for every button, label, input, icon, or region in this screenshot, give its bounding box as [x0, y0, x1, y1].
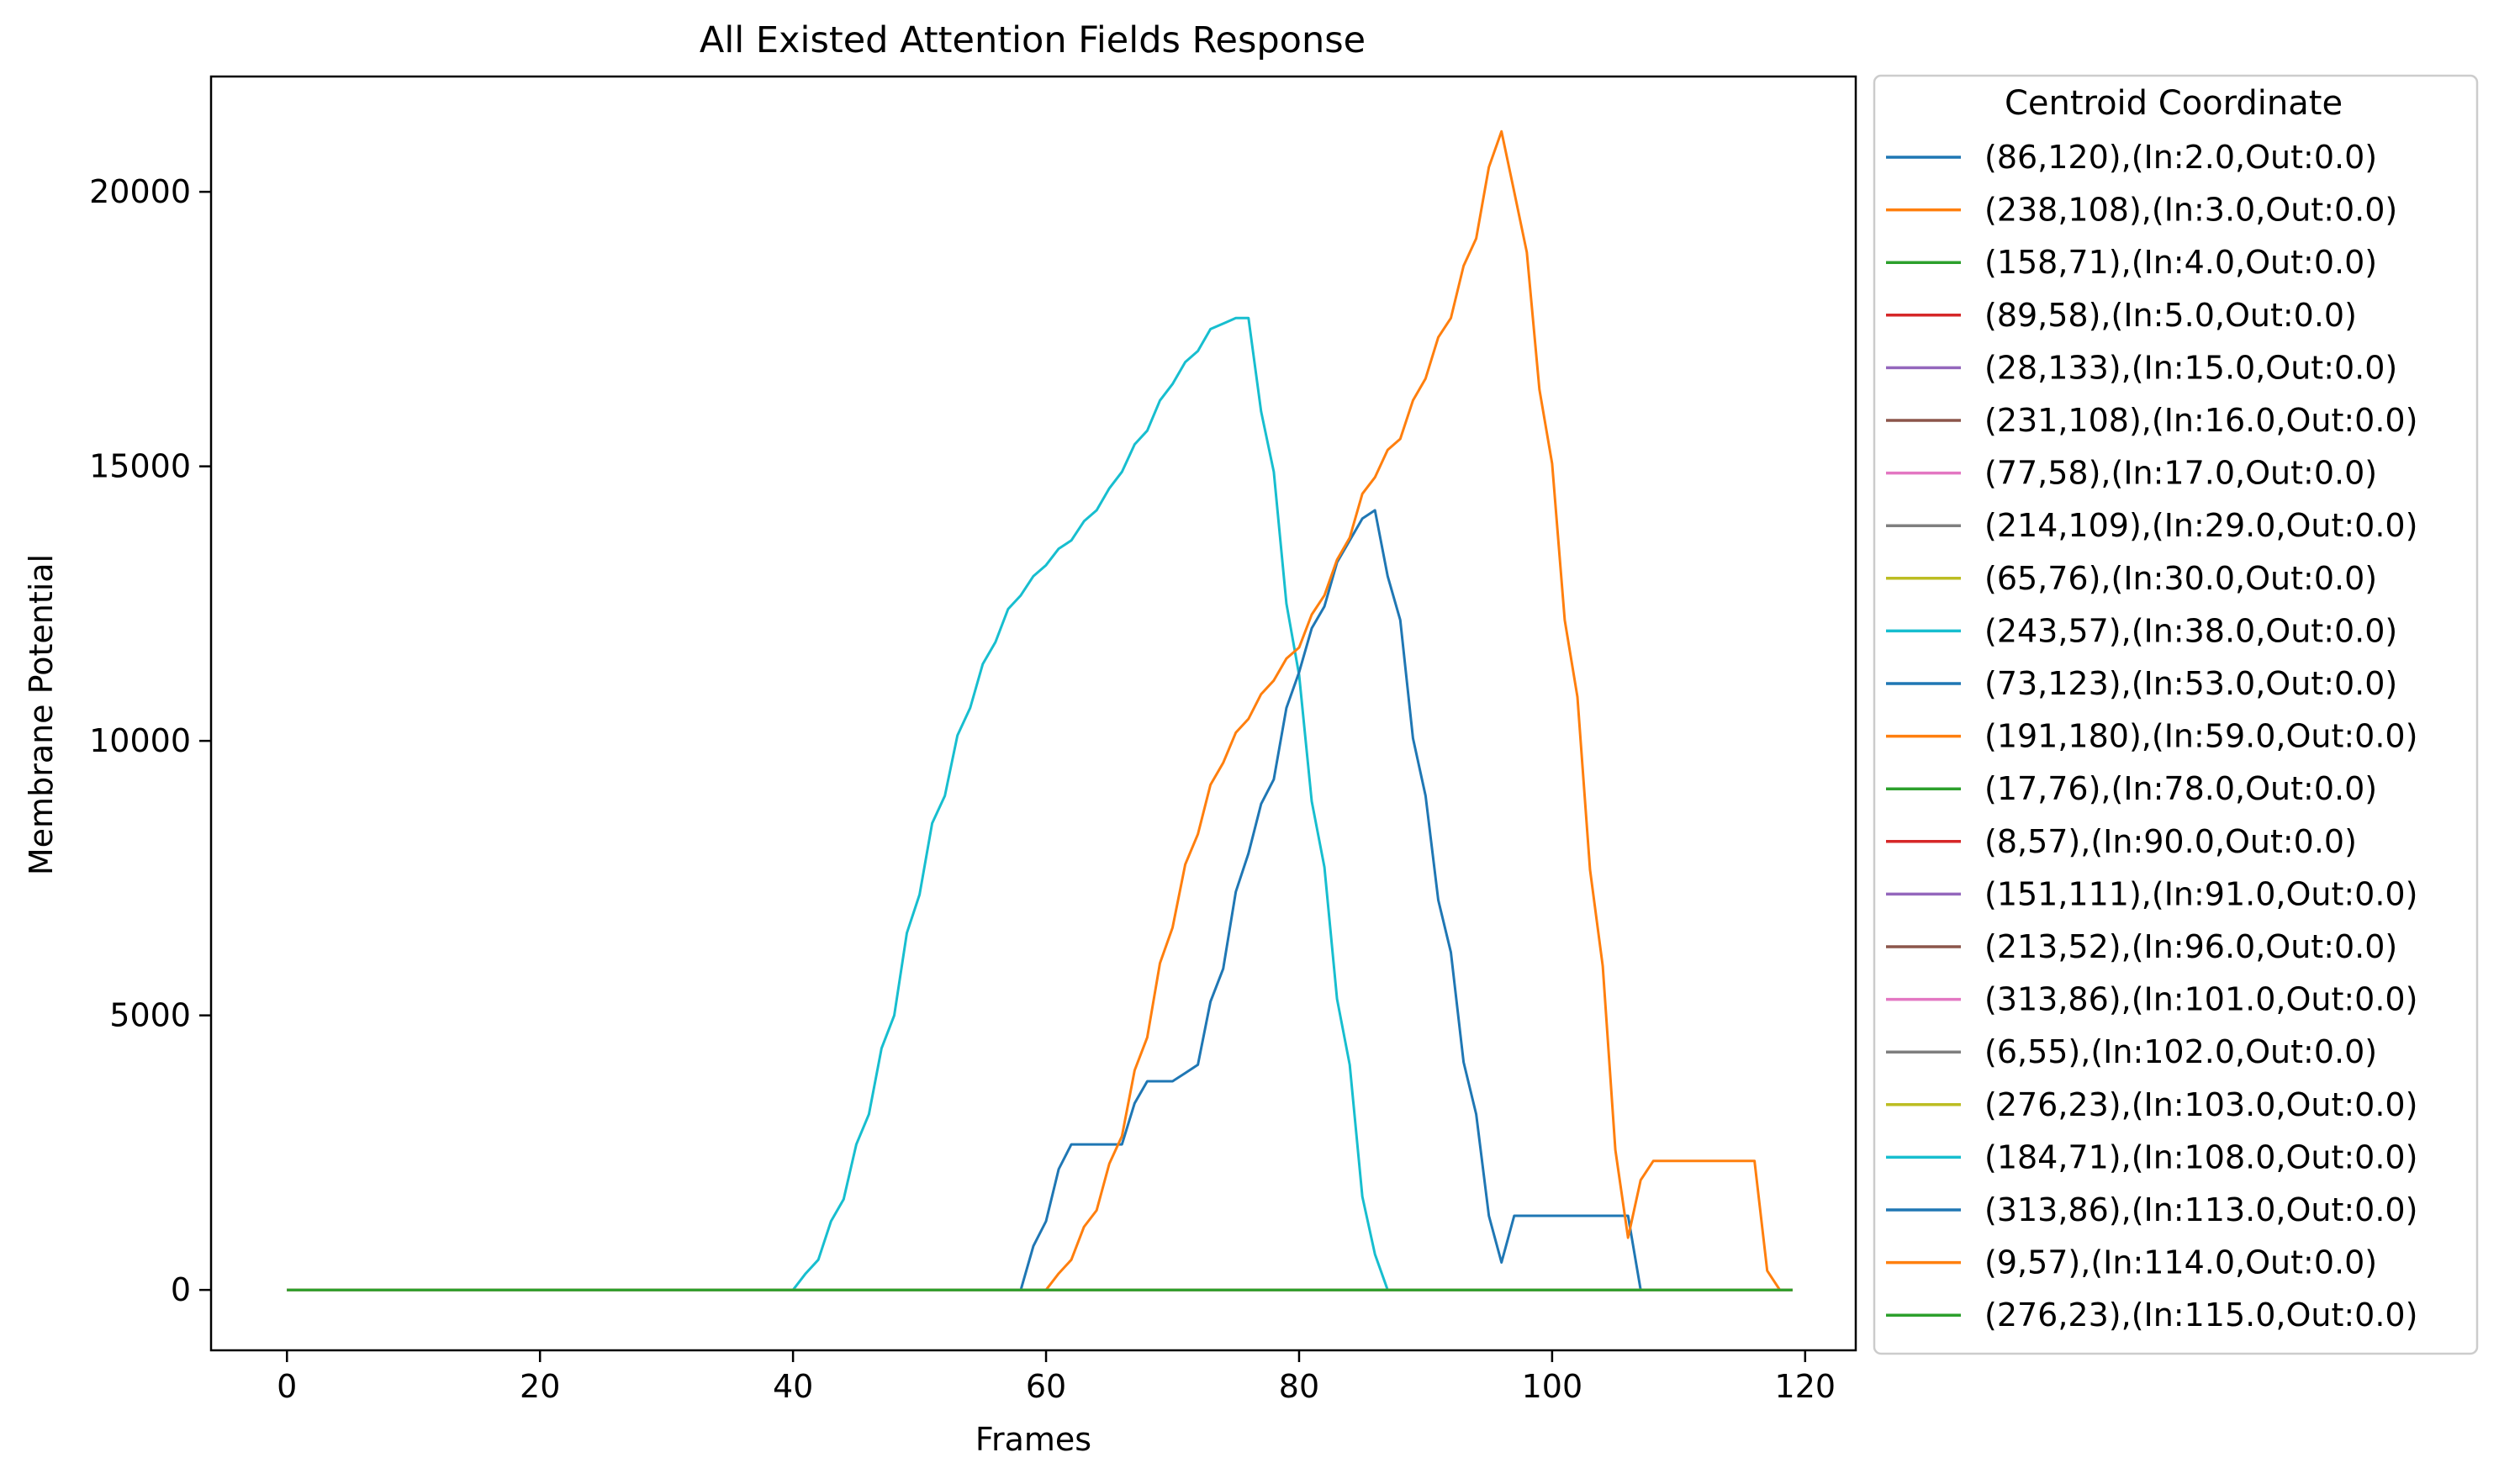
series-line-11 [287, 509, 1793, 1291]
legend-item: (158,71),(In:4.0,Out:0.0) [1886, 244, 2377, 281]
legend-label: (231,108),(In:16.0,Out:0.0) [1984, 402, 2417, 439]
legend-item: (213,52),(In:96.0,Out:0.0) [1886, 928, 2397, 965]
legend-item: (238,108),(In:3.0,Out:0.0) [1886, 192, 2397, 229]
x-axis-label: Frames [975, 1421, 1091, 1458]
legend: Centroid Coordinate (86,120),(In:2.0,Out… [1873, 74, 2479, 1355]
legend-item: (231,108),(In:16.0,Out:0.0) [1886, 402, 2417, 439]
legend-item: (89,58),(In:5.0,Out:0.0) [1886, 297, 2357, 334]
legend-label: (73,123),(In:53.0,Out:0.0) [1984, 665, 2397, 702]
y-axis: 0 5000 10000 15000 20000 [89, 173, 211, 1308]
legend-label: (191,180),(In:59.0,Out:0.0) [1984, 718, 2417, 755]
legend-item: (6,55),(In:102.0,Out:0.0) [1886, 1033, 2377, 1070]
legend-label: (184,71),(In:108.0,Out:0.0) [1984, 1138, 2417, 1175]
chart-title: All Existed Attention Fields Response [700, 19, 1366, 61]
legend-label: (86,120),(In:2.0,Out:0.0) [1984, 139, 2377, 176]
x-axis: 0 20 40 60 80 100 120 [277, 1350, 1836, 1405]
plot-lines [287, 129, 1793, 1291]
legend-item: (184,71),(In:108.0,Out:0.0) [1886, 1138, 2417, 1175]
x-tick-label: 40 [773, 1368, 813, 1405]
series-line-10 [287, 316, 1793, 1291]
legend-label: (238,108),(In:3.0,Out:0.0) [1984, 192, 2397, 229]
y-tick-label: 10000 [89, 722, 191, 759]
legend-label: (276,23),(In:115.0,Out:0.0) [1984, 1297, 2417, 1333]
legend-label: (8,57),(In:90.0,Out:0.0) [1984, 823, 2357, 860]
plot-area [209, 75, 1857, 1352]
legend-item: (276,23),(In:115.0,Out:0.0) [1886, 1297, 2417, 1333]
legend-title: Centroid Coordinate [2005, 84, 2343, 123]
x-tick-label: 60 [1026, 1368, 1066, 1405]
legend-item: (9,57),(In:114.0,Out:0.0) [1886, 1244, 2377, 1281]
legend-item: (8,57),(In:90.0,Out:0.0) [1886, 823, 2357, 860]
legend-item: (243,57),(In:38.0,Out:0.0) [1886, 612, 2397, 649]
legend-label: (214,109),(In:29.0,Out:0.0) [1984, 507, 2417, 544]
x-tick-label: 80 [1279, 1368, 1319, 1405]
legend-label: (9,57),(In:114.0,Out:0.0) [1984, 1244, 2377, 1281]
legend-item: (313,86),(In:113.0,Out:0.0) [1886, 1191, 2417, 1228]
legend-item: (276,23),(In:103.0,Out:0.0) [1886, 1086, 2417, 1123]
y-tick-label: 15000 [89, 448, 191, 485]
y-axis-label: Membrane Potential [23, 554, 60, 875]
legend-label: (158,71),(In:4.0,Out:0.0) [1984, 244, 2377, 281]
legend-label: (28,133),(In:15.0,Out:0.0) [1984, 349, 2397, 386]
legend-items: (86,120),(In:2.0,Out:0.0) (238,108),(In:3… [1886, 139, 2417, 1333]
y-tick-label: 5000 [109, 997, 191, 1034]
legend-item: (151,111),(In:91.0,Out:0.0) [1886, 875, 2417, 912]
legend-label: (89,58),(In:5.0,Out:0.0) [1984, 297, 2357, 334]
legend-item: (17,76),(In:78.0,Out:0.0) [1886, 770, 2377, 807]
legend-item: (313,86),(In:101.0,Out:0.0) [1886, 981, 2417, 1018]
y-tick-label: 0 [171, 1271, 191, 1308]
legend-item: (77,58),(In:17.0,Out:0.0) [1886, 455, 2377, 492]
legend-item: (214,109),(In:29.0,Out:0.0) [1886, 507, 2417, 544]
legend-box [1873, 74, 2479, 1355]
legend-label: (313,86),(In:101.0,Out:0.0) [1984, 981, 2417, 1018]
legend-label: (151,111),(In:91.0,Out:0.0) [1984, 875, 2417, 912]
series-line-12 [287, 129, 1793, 1291]
legend-label: (77,58),(In:17.0,Out:0.0) [1984, 455, 2377, 492]
legend-label: (6,55),(In:102.0,Out:0.0) [1984, 1033, 2377, 1070]
legend-label: (65,76),(In:30.0,Out:0.0) [1984, 560, 2377, 597]
legend-label: (243,57),(In:38.0,Out:0.0) [1984, 612, 2397, 649]
legend-label: (313,86),(In:113.0,Out:0.0) [1984, 1191, 2417, 1228]
legend-item: (28,133),(In:15.0,Out:0.0) [1886, 349, 2397, 386]
y-tick-label: 20000 [89, 173, 191, 210]
legend-label: (213,52),(In:96.0,Out:0.0) [1984, 928, 2397, 965]
x-tick-label: 20 [520, 1368, 560, 1405]
legend-item: (73,123),(In:53.0,Out:0.0) [1886, 665, 2397, 702]
legend-label: (276,23),(In:103.0,Out:0.0) [1984, 1086, 2417, 1123]
x-tick-label: 0 [277, 1368, 297, 1405]
x-tick-label: 120 [1775, 1368, 1836, 1405]
legend-item: (86,120),(In:2.0,Out:0.0) [1886, 139, 2377, 176]
legend-item: (65,76),(In:30.0,Out:0.0) [1886, 560, 2377, 597]
legend-item: (191,180),(In:59.0,Out:0.0) [1886, 718, 2417, 755]
legend-label: (17,76),(In:78.0,Out:0.0) [1984, 770, 2377, 807]
x-tick-label: 100 [1522, 1368, 1583, 1405]
